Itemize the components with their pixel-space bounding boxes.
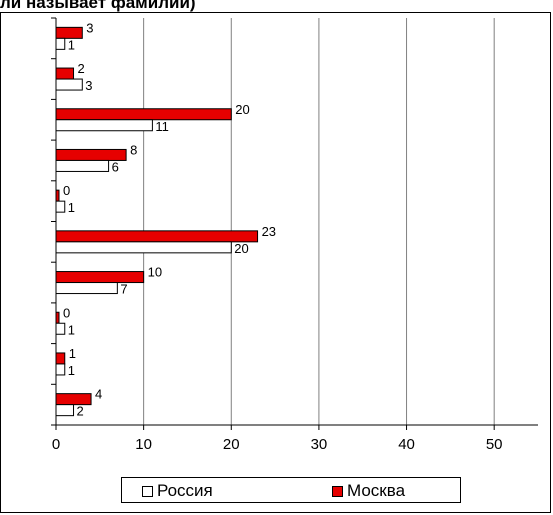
bar-russia — [55, 404, 75, 417]
data-label-russia: 20 — [234, 241, 248, 256]
data-label-moscow: 2 — [78, 61, 85, 76]
data-label-russia: 1 — [68, 363, 75, 378]
bar-russia — [55, 78, 83, 91]
bar-russia — [55, 241, 232, 254]
legend-label-moscow: Москва — [347, 481, 406, 500]
data-label-moscow: 8 — [130, 142, 137, 157]
data-label-russia: 1 — [68, 322, 75, 337]
data-label-russia: 1 — [68, 37, 75, 52]
data-label-russia: 11 — [155, 119, 169, 134]
bar-moscow — [55, 352, 66, 365]
data-label-moscow: 10 — [148, 265, 162, 280]
bar-moscow — [55, 108, 232, 121]
bar-russia — [55, 200, 66, 213]
data-label-moscow: 1 — [69, 346, 76, 361]
data-label-moscow: 20 — [235, 102, 249, 117]
data-label-moscow: 4 — [95, 387, 102, 402]
legend-item-russia: Россия — [142, 481, 213, 501]
data-label-russia: 6 — [112, 159, 119, 174]
data-label-moscow: 23 — [262, 224, 276, 239]
x-tick-label: 40 — [398, 436, 415, 453]
data-label-moscow: 0 — [63, 183, 70, 198]
bar-russia — [55, 322, 66, 335]
data-label-moscow: 0 — [63, 305, 70, 320]
chart-title: ли называет фамилии) — [0, 0, 196, 12]
data-label-russia: 2 — [77, 404, 84, 419]
bar-moscow — [55, 67, 75, 80]
bar-russia — [55, 119, 153, 132]
legend-swatch-moscow — [332, 485, 343, 497]
x-tick-label: 10 — [135, 436, 152, 453]
x-tick-label: 50 — [486, 436, 503, 453]
x-tick-label: 30 — [311, 436, 328, 453]
bar-moscow — [55, 271, 145, 284]
data-label-moscow: 3 — [86, 20, 93, 35]
data-label-russia: 3 — [85, 78, 92, 93]
data-label-russia: 1 — [68, 200, 75, 215]
chart-frame — [0, 12, 551, 513]
bar-russia — [55, 282, 118, 295]
bar-moscow — [55, 311, 60, 324]
bar-russia — [55, 363, 66, 376]
bar-moscow — [55, 230, 259, 243]
legend-item-moscow: Москва — [332, 481, 405, 501]
bar-russia — [55, 159, 110, 172]
bar-moscow — [55, 393, 92, 406]
legend-swatch-russia — [142, 485, 153, 497]
bar-russia — [55, 37, 66, 50]
bar-moscow — [55, 26, 83, 39]
x-tick-label: 20 — [223, 436, 240, 453]
legend-label-russia: Россия — [157, 481, 213, 500]
bar-moscow — [55, 189, 60, 202]
data-label-russia: 7 — [120, 282, 127, 297]
x-tick-label: 0 — [52, 436, 60, 453]
legend: Россия Москва — [121, 477, 461, 503]
